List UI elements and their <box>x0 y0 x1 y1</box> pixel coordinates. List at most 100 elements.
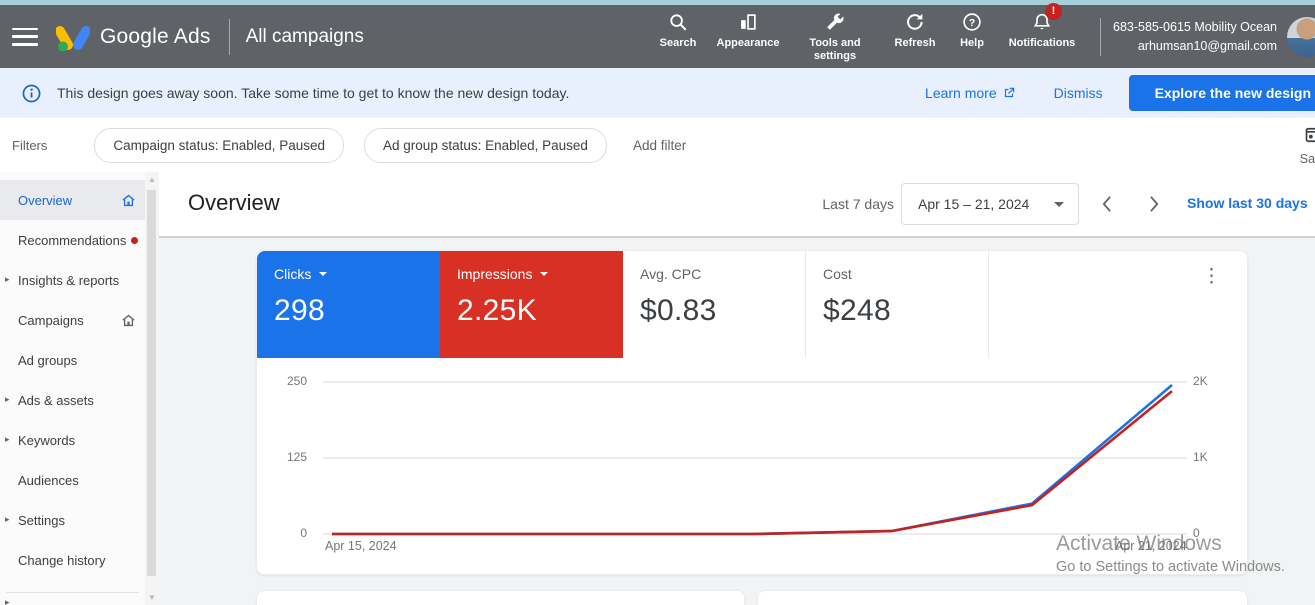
chevron-right-icon: ▸ <box>5 434 10 445</box>
save-button[interactable]: Save <box>1292 125 1315 166</box>
topbar-help-button[interactable]: ? Help <box>948 11 996 51</box>
previous-period-button[interactable] <box>1093 189 1119 219</box>
card-overflow-menu-icon[interactable]: ⋮ <box>1202 266 1221 287</box>
current-section-title: All campaigns <box>245 25 364 47</box>
performance-chart-card: Clicks 298 Impressions 2.25K Avg. CPC $0.83 Co… <box>256 250 1248 575</box>
sidebar-item-label: Campaigns <box>18 312 84 328</box>
chevron-right-icon: ▸ <box>5 514 10 525</box>
metric-tiles: Clicks 298 Impressions 2.25K Avg. CPC $0.83 Co… <box>257 251 989 358</box>
chevron-down-icon <box>319 272 328 276</box>
metric-label: Impressions <box>457 266 533 282</box>
metric-label: Clicks <box>274 266 312 282</box>
date-range-value: Apr 15 – 21, 2024 <box>918 196 1030 212</box>
metric-label: Avg. CPC <box>640 266 702 282</box>
scroll-down-arrow[interactable]: ▼ <box>148 593 156 602</box>
sidebar-item-settings[interactable]: ▸ Settings <box>0 500 145 540</box>
y-axis-tick-right: 1K <box>1193 450 1208 464</box>
google-ads-logo-icon <box>56 25 90 51</box>
window-top-edge <box>0 0 1315 5</box>
search-icon <box>667 11 689 33</box>
metric-tile-clicks[interactable]: Clicks 298 <box>257 251 440 358</box>
y-axis-tick-left: 250 <box>286 374 307 388</box>
svg-text:?: ? <box>969 16 975 28</box>
sidebar-item-audiences[interactable]: Audiences <box>0 460 145 500</box>
sidebar-item-label: Change history <box>18 552 106 568</box>
sidebar-item-label: Ad groups <box>18 352 78 368</box>
topbar-divider <box>228 18 230 55</box>
x-axis-label-end: Apr 21, 2024 <box>1115 539 1187 553</box>
topbar-refresh-button[interactable]: Refresh <box>882 11 948 51</box>
topbar-tools-and-settings-button[interactable]: Tools and settings <box>788 11 882 65</box>
metric-value: 298 <box>274 294 325 327</box>
topbar-search-button[interactable]: Search <box>648 11 708 51</box>
appearance-icon <box>737 11 759 33</box>
y-axis-tick-left: 0 <box>300 526 307 540</box>
sidebar-item-recommendations[interactable]: Recommendations <box>0 220 145 260</box>
sidebar-divider <box>6 592 139 593</box>
metric-tile-impressions[interactable]: Impressions 2.25K <box>440 251 623 358</box>
brand-name: Google Ads <box>100 24 211 48</box>
sidebar-item-ads-assets[interactable]: ▸ Ads & assets <box>0 380 145 420</box>
chevron-down-icon <box>1054 201 1064 207</box>
home-icon <box>120 192 137 209</box>
sidebar-item-ad-groups[interactable]: Ad groups <box>0 340 145 380</box>
new-recommendations-dot <box>131 236 139 244</box>
topbar-action-label: Appearance <box>716 36 780 49</box>
secondary-card <box>256 590 745 605</box>
metric-tile-avg-cpc: Avg. CPC $0.83 <box>623 251 806 358</box>
topbar-action-label: Tools and settings <box>809 36 861 63</box>
chevron-right-icon: ▸ <box>5 394 10 405</box>
hamburger-menu-icon[interactable] <box>12 27 38 46</box>
y-axis-tick-right: 2K <box>1193 374 1208 388</box>
sidebar-item-label: Overview <box>18 192 73 208</box>
tools-icon <box>824 11 846 33</box>
topbar-action-label: Refresh <box>894 36 936 49</box>
sidebar-item-change-history[interactable]: Change history <box>0 540 145 580</box>
sidebar-item-label: Keywords <box>18 432 76 448</box>
topbar-action-label: Notifications <box>1008 36 1076 49</box>
sidebar-item-overview[interactable]: Overview <box>0 180 145 220</box>
topbar-actions: Search Appearance Tools and settings Refres… <box>648 0 1088 74</box>
sidebar-item-campaigns[interactable]: Campaigns <box>0 300 145 340</box>
chevron-right-icon: ▸ <box>5 597 10 605</box>
chevron-right-icon <box>1149 196 1158 212</box>
topbar-action-label: Search <box>659 36 697 49</box>
metric-value: $248 <box>823 294 891 327</box>
notification-badge: ! <box>1045 2 1062 20</box>
filter-chip[interactable]: Ad group status: Enabled, Paused <box>364 127 607 163</box>
sidebar-item-keywords[interactable]: ▸ Keywords <box>0 420 145 460</box>
overview-header: Overview Last 7 days Apr 15 – 21, 2024 S… <box>159 172 1315 238</box>
chevron-left-icon <box>1102 196 1111 212</box>
dismiss-button[interactable]: Dismiss <box>1053 85 1103 101</box>
next-period-button[interactable] <box>1141 189 1167 219</box>
sidebar-scrollbar: ▲ ▼ <box>145 172 159 605</box>
info-icon <box>22 84 41 102</box>
left-navigation: Overview Recommendations ▸ Insights & repor… <box>0 172 145 605</box>
sidebar-item-label: Settings <box>18 512 65 528</box>
topbar-notifications-button[interactable]: ! Notifications <box>996 2 1088 51</box>
sidebar-item-insights-reports[interactable]: ▸ Insights & reports <box>0 260 145 300</box>
sidebar-item-label: Insights & reports <box>18 272 120 288</box>
filters-label: Filters <box>12 137 48 153</box>
account-id: 683-585-0615 Mobility Ocean <box>1113 19 1277 34</box>
account-switcher[interactable]: 683-585-0615 Mobility Ocean arhumsan10@g… <box>1113 18 1277 56</box>
y-axis-tick-right: 0 <box>1193 526 1200 540</box>
scroll-up-arrow[interactable]: ▲ <box>148 175 156 184</box>
avatar[interactable] <box>1287 16 1315 57</box>
learn-more-link[interactable]: Learn more <box>925 85 1016 101</box>
filters-bar: Filters Campaign status: Enabled, Paused… <box>0 118 1315 173</box>
chevron-down-icon <box>540 272 549 276</box>
filter-chips: Campaign status: Enabled, Paused Ad group… <box>94 127 607 163</box>
y-axis-tick-left: 125 <box>286 450 307 464</box>
scrollbar-thumb[interactable] <box>147 190 156 576</box>
show-last-30-days-link[interactable]: Show last 30 days <box>1187 195 1308 211</box>
date-range-picker[interactable]: Apr 15 – 21, 2024 <box>901 183 1079 225</box>
sidebar-item-label: Audiences <box>18 472 79 488</box>
filter-chip[interactable]: Campaign status: Enabled, Paused <box>94 127 345 163</box>
add-filter-button[interactable]: Add filter <box>632 137 687 153</box>
home-icon <box>120 312 137 329</box>
explore-new-design-button[interactable]: Explore the new design <box>1128 75 1315 111</box>
x-axis-label-start: Apr 15, 2024 <box>325 539 397 553</box>
topbar-appearance-button[interactable]: Appearance <box>708 11 788 51</box>
